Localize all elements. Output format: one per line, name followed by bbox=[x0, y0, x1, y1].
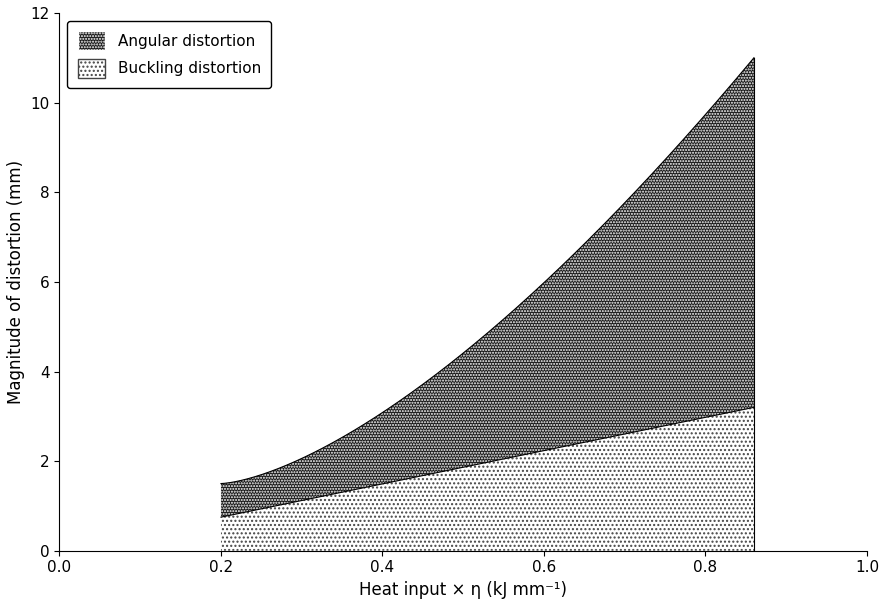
Legend: Angular distortion, Buckling distortion: Angular distortion, Buckling distortion bbox=[67, 21, 271, 88]
X-axis label: Heat input × η (kJ mm⁻¹): Heat input × η (kJ mm⁻¹) bbox=[359, 581, 567, 599]
Y-axis label: Magnitude of distortion (mm): Magnitude of distortion (mm) bbox=[7, 160, 25, 404]
